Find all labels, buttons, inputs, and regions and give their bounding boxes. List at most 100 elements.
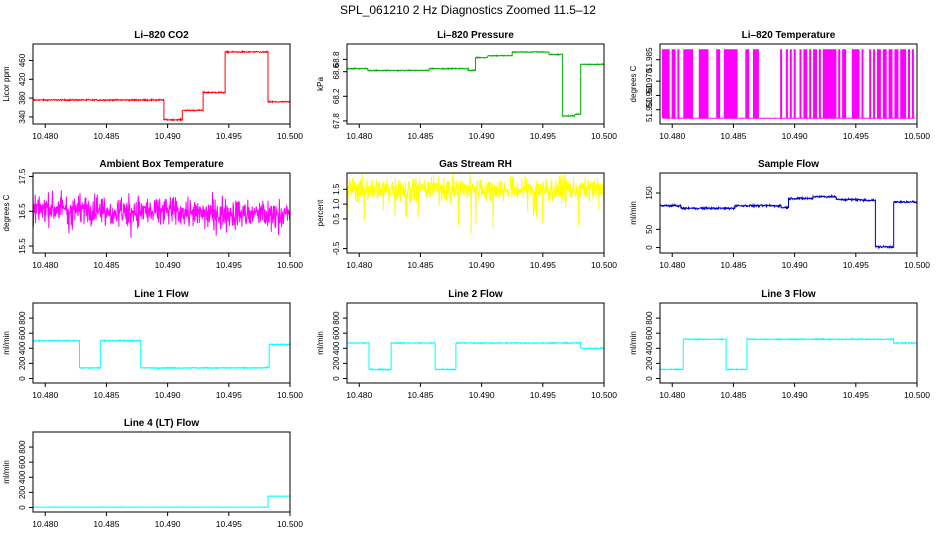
x-tick-label: 10.490 [155,131,181,141]
x-tick-label: 10.490 [469,131,495,141]
y-axis-label: degrees C [629,65,638,102]
y-tick-label: 800 [18,311,27,325]
y-tick-label: 0 [18,376,27,381]
chart-title: Li–820 CO2 [134,30,189,41]
y-axis-label: ml/min [629,331,638,355]
chart-title: Line 4 (LT) Flow [124,418,200,429]
y-tick-label: 400 [18,470,27,484]
chart-panel: Li–820 Pressure kPa 10.480 10.485 10.490 10.4… [316,30,617,141]
y-tick-label: 600 [18,455,27,469]
chart-panel: Line 3 Flow ml/min 10.480 10.485 10.490 10.49… [629,289,930,400]
x-tick-label: 10.495 [216,519,242,529]
x-tick-label: 10.480 [659,390,685,400]
plot-frame [32,431,291,513]
chart-panel: Line 4 (LT) Flow ml/min 10.480 10.485 10.490… [2,418,303,529]
data-series-line [33,338,290,370]
x-tick-label: 10.490 [155,390,181,400]
x-tick-label: 10.490 [469,390,495,400]
plot-frame [659,172,918,254]
plot-frame [32,302,291,384]
x-tick-label: 10.490 [782,131,808,141]
y-tick-label: 0 [18,505,27,510]
chart-title: Line 2 Flow [448,289,503,300]
x-tick-label: 10.500 [591,260,617,270]
y-tick-label: 68.2 [332,88,341,104]
x-tick-label: 10.490 [782,390,808,400]
y-tick-label: 50 [645,224,654,233]
x-tick-label: 10.500 [904,131,930,141]
y-tick-label: 600 [645,326,654,340]
figure-title: SPL_061210 2 Hz Diagnostics Zoomed 11.5–… [340,3,596,17]
y-tick-label: 200 [332,356,341,370]
y-tick-label: 51.960 [645,83,654,108]
y-tick-label: 1.5 [332,183,341,195]
x-tick-label: 10.485 [407,260,433,270]
y-tick-label: 16.5 [18,203,27,219]
y-axis-label: ml/min [2,460,11,484]
y-tick-label: 600 [332,326,341,340]
data-series-line [347,173,604,234]
y-tick-label: 420 [18,72,27,86]
x-tick-label: 10.500 [904,390,930,400]
x-tick-label: 10.500 [591,390,617,400]
x-tick-label: 10.500 [277,260,303,270]
chart-panel: Line 2 Flow ml/min 10.480 10.485 10.490 10.49… [316,289,617,400]
x-tick-label: 10.490 [155,260,181,270]
y-tick-label: 460 [18,53,27,67]
y-tick-label: 800 [332,311,341,325]
y-tick-label: 150 [645,186,654,200]
x-tick-label: 10.500 [591,131,617,141]
y-tick-label: 51.985 [645,47,654,72]
chart-title: Li–820 Pressure [437,30,514,41]
x-tick-label: 10.480 [346,131,372,141]
chart-panel: Ambient Box Temperature degrees C 10.480 10… [2,159,303,270]
x-tick-label: 10.480 [32,390,58,400]
x-tick-label: 10.485 [93,519,119,529]
x-tick-label: 10.480 [659,260,685,270]
y-axis-label: Licor ppm [2,66,11,101]
y-tick-label: 68.8 [332,51,341,67]
y-tick-label: 800 [645,311,654,325]
x-tick-label: 10.480 [32,260,58,270]
chart-panel: Sample Flow ml/min 10.480 10.485 10.490 10.49… [629,159,930,270]
chart-title: Li–820 Temperature [742,30,836,41]
x-tick-label: 10.490 [155,519,181,529]
x-tick-label: 10.500 [277,519,303,529]
x-tick-label: 10.490 [469,260,495,270]
y-tick-label: 67.8 [332,113,341,129]
x-tick-label: 10.485 [93,260,119,270]
y-tick-label: 600 [18,326,27,340]
plot-frame [32,172,291,254]
y-tick-label: 0.5 [332,213,341,225]
y-tick-label: -0.5 [332,241,341,255]
y-tick-label: 17.5 [18,168,27,184]
chart-title: Line 3 Flow [761,289,816,300]
chart-panel: Li–820 CO2 Licor ppm 10.480 10.485 10.490 10.… [2,30,303,141]
x-tick-label: 10.485 [93,131,119,141]
y-axis-label: ml/min [629,201,638,225]
y-tick-label: 340 [18,110,27,124]
y-axis-label: ml/min [2,331,11,355]
data-series-line [33,190,290,238]
y-tick-label: 400 [645,341,654,355]
y-tick-label: 200 [18,485,27,499]
x-tick-label: 10.480 [659,131,685,141]
y-tick-label: 1.0 [332,198,341,210]
data-series-line [33,495,290,509]
x-tick-label: 10.480 [32,131,58,141]
x-tick-label: 10.500 [277,131,303,141]
data-series-line [660,194,917,250]
y-tick-label: 0 [332,376,341,381]
plot-frame [659,302,918,384]
x-tick-label: 10.500 [904,260,930,270]
chart-title: Sample Flow [758,159,819,170]
x-tick-label: 10.485 [93,390,119,400]
x-tick-label: 10.490 [782,260,808,270]
chart-panel: Gas Stream RH percent 10.480 10.485 10.490 10… [316,159,617,270]
y-tick-label: 15.5 [18,238,27,254]
y-tick-label: 200 [18,356,27,370]
x-tick-label: 10.485 [720,131,746,141]
x-tick-label: 10.495 [843,390,869,400]
y-tick-label: 400 [332,341,341,355]
x-tick-label: 10.480 [346,390,372,400]
